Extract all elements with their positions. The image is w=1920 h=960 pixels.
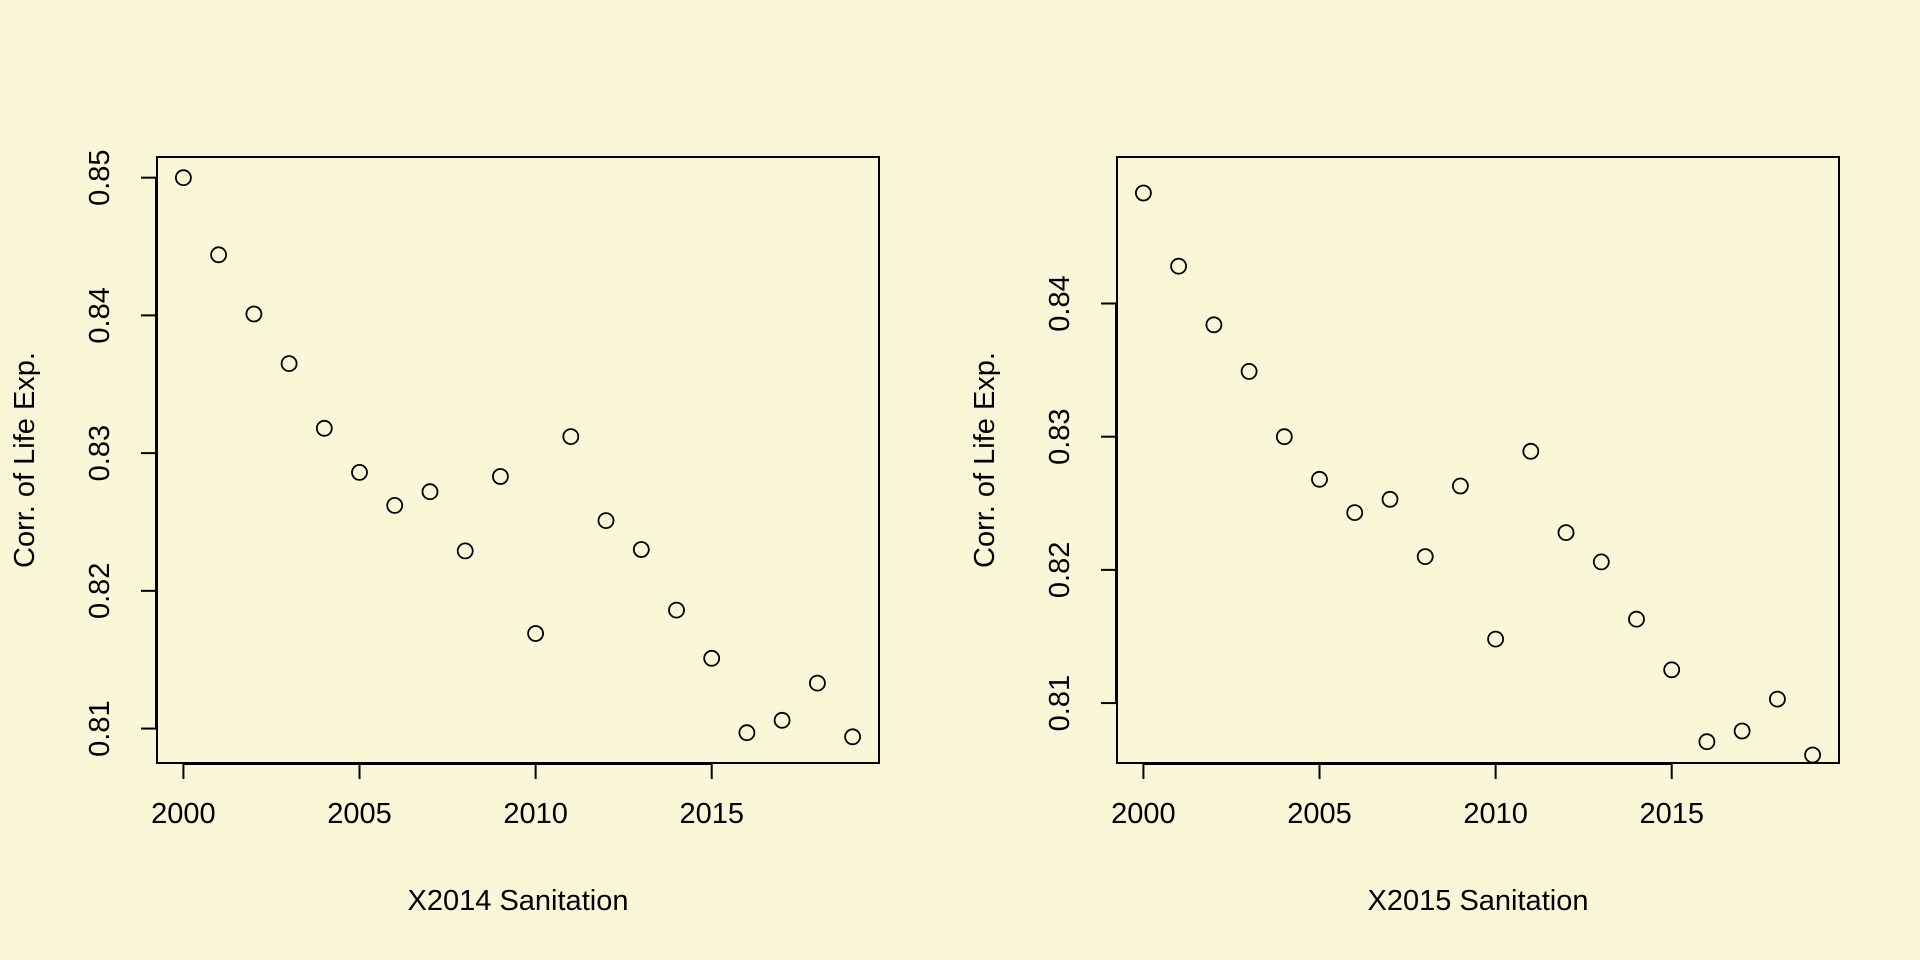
panel-2-point [1804, 746, 1821, 764]
panel-1-x-tick-label: 2005 [327, 798, 392, 830]
panel-1-y-tick-label: 0.82 [84, 563, 116, 619]
panel-1-y-tick-label: 0.85 [84, 149, 116, 205]
panel-2-y-axis-title: Corr. of Life Exp. [969, 352, 1001, 568]
panel-1-x-tick-label: 2015 [679, 798, 744, 830]
panel-2-y-tick-label: 0.83 [1044, 408, 1076, 464]
panel-2-x-axis-title: X2015 Sanitation [1368, 885, 1589, 917]
panel-2: 2000 2005 2010 2015 0.81 0.82 0.83 0.84 X2015 … [969, 156, 1840, 917]
panel-1-y-axis-title: Corr. of Life Exp. [9, 352, 41, 568]
panel-2-point [1663, 661, 1681, 679]
panel-2-point [1769, 690, 1786, 708]
panel-2-point [1135, 184, 1152, 202]
panel-1-point [809, 674, 826, 692]
panel-1-point [527, 625, 544, 642]
panel-1-point [491, 468, 509, 485]
panel-2-point [1487, 630, 1504, 648]
panel-1-point [386, 496, 404, 514]
panel-2-point [1275, 428, 1293, 446]
panel-1-point [245, 305, 263, 323]
panel-1-point [738, 724, 756, 742]
panel-2-point [1346, 504, 1364, 521]
panel-2-point [1205, 316, 1223, 334]
panel-2-x-tick-label: 2000 [1111, 798, 1176, 830]
panel-2-y-tick-label: 0.82 [1044, 542, 1076, 598]
panel-1-y-tick-label: 0.83 [84, 425, 116, 481]
panel-2-point [1698, 733, 1716, 751]
panel-1-point [280, 355, 298, 373]
panel-1-x-tick-label: 2010 [503, 798, 568, 830]
panel-2-point [1452, 477, 1469, 495]
panel-1-point [632, 541, 650, 558]
panel-2-point [1170, 257, 1187, 275]
panel-2-points [1135, 184, 1821, 764]
panel-2-point [1381, 490, 1399, 508]
panel-1-point [456, 542, 474, 560]
panel-1-point [562, 428, 580, 446]
panel-1: 2000 2005 2010 2015 0.81 0.82 0.83 0.84 0.85 X2… [9, 149, 880, 917]
panel-1-point [174, 169, 192, 187]
panel-2-point [1557, 524, 1575, 541]
panel-2-point [1592, 553, 1610, 571]
panel-1-point [668, 601, 685, 619]
panel-1-x-tick-label: 2000 [151, 798, 216, 830]
panel-2-y-tick-label: 0.81 [1044, 675, 1076, 731]
panel-1-points [174, 169, 861, 746]
panel-1-y-ticks: 0.81 0.82 0.83 0.84 0.85 [84, 149, 157, 757]
panel-2-point [1733, 722, 1751, 740]
panel-2-x-tick-label: 2015 [1639, 798, 1704, 830]
panel-2-y-ticks: 0.81 0.82 0.83 0.84 [1044, 275, 1117, 731]
panel-1-point [210, 246, 228, 264]
panel-2-point [1311, 470, 1328, 488]
panel-2-x-tick-label: 2010 [1463, 798, 1528, 830]
panel-2-point [1628, 610, 1645, 628]
panel-1-point [351, 463, 368, 481]
panel-2-point [1416, 548, 1434, 565]
panel-1-point [773, 711, 791, 729]
panel-1-x-axis-title: X2014 Sanitation [408, 885, 629, 917]
panel-1-y-tick-label: 0.84 [84, 287, 116, 343]
panel-1-point [315, 419, 333, 437]
panel-1-x-ticks: 2000 2005 2010 2015 [151, 763, 744, 830]
panel-1-point [597, 512, 615, 529]
panel-1-point [844, 728, 861, 746]
panel-2-point [1240, 362, 1258, 380]
panel-2-point [1522, 442, 1540, 460]
panel-1-point [703, 649, 721, 667]
panel-2-x-tick-label: 2005 [1287, 798, 1352, 830]
panel-1-point [421, 483, 439, 501]
panel-2-x-ticks: 2000 2005 2010 2015 [1111, 763, 1704, 830]
panel-1-y-tick-label: 0.81 [84, 700, 116, 756]
panel-2-y-tick-label: 0.84 [1044, 275, 1076, 331]
